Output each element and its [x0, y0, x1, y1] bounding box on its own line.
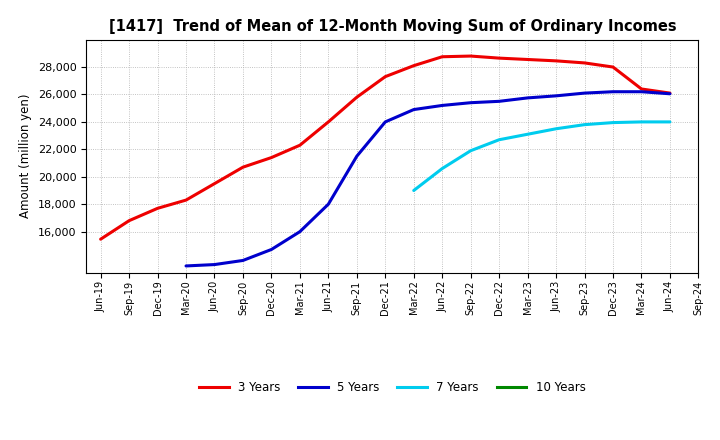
- 3 Years: [637, 86, 646, 92]
- 5 Years: [324, 202, 333, 207]
- 7 Years: [467, 148, 475, 154]
- 7 Years: [608, 120, 617, 125]
- 5 Years: [438, 103, 446, 108]
- 7 Years: [580, 122, 589, 127]
- 7 Years: [637, 119, 646, 125]
- Line: 5 Years: 5 Years: [186, 92, 670, 266]
- 3 Years: [438, 54, 446, 59]
- Legend: 3 Years, 5 Years, 7 Years, 10 Years: 3 Years, 5 Years, 7 Years, 10 Years: [194, 377, 590, 399]
- 5 Years: [353, 154, 361, 159]
- 5 Years: [608, 89, 617, 94]
- 5 Years: [665, 91, 674, 96]
- 3 Years: [665, 91, 674, 96]
- 3 Years: [467, 53, 475, 59]
- 5 Years: [238, 258, 247, 263]
- 3 Years: [353, 95, 361, 100]
- 5 Years: [495, 99, 503, 104]
- 5 Years: [296, 229, 305, 234]
- Y-axis label: Amount (million yen): Amount (million yen): [19, 94, 32, 218]
- Title: [1417]  Trend of Mean of 12-Month Moving Sum of Ordinary Incomes: [1417] Trend of Mean of 12-Month Moving …: [109, 19, 676, 34]
- 7 Years: [665, 119, 674, 125]
- 3 Years: [181, 198, 190, 203]
- 3 Years: [580, 60, 589, 66]
- 3 Years: [210, 181, 219, 186]
- 5 Years: [637, 89, 646, 94]
- 5 Years: [381, 119, 390, 125]
- Line: 7 Years: 7 Years: [414, 122, 670, 191]
- 5 Years: [181, 263, 190, 268]
- 3 Years: [96, 237, 105, 242]
- Line: 3 Years: 3 Years: [101, 56, 670, 239]
- 7 Years: [552, 126, 560, 132]
- 5 Years: [552, 93, 560, 99]
- 5 Years: [267, 247, 276, 252]
- 7 Years: [410, 188, 418, 193]
- 5 Years: [410, 107, 418, 112]
- 3 Years: [267, 155, 276, 160]
- 7 Years: [495, 137, 503, 143]
- 3 Years: [153, 205, 162, 211]
- 3 Years: [238, 165, 247, 170]
- 3 Years: [296, 143, 305, 148]
- 7 Years: [523, 132, 532, 137]
- 3 Years: [608, 64, 617, 70]
- 5 Years: [467, 100, 475, 105]
- 7 Years: [438, 166, 446, 171]
- 3 Years: [324, 119, 333, 125]
- 3 Years: [552, 58, 560, 63]
- 5 Years: [523, 95, 532, 100]
- 3 Years: [381, 74, 390, 79]
- 5 Years: [210, 262, 219, 267]
- 3 Years: [523, 57, 532, 62]
- 3 Years: [410, 63, 418, 68]
- 5 Years: [580, 91, 589, 96]
- 3 Years: [495, 55, 503, 61]
- 3 Years: [125, 218, 133, 224]
